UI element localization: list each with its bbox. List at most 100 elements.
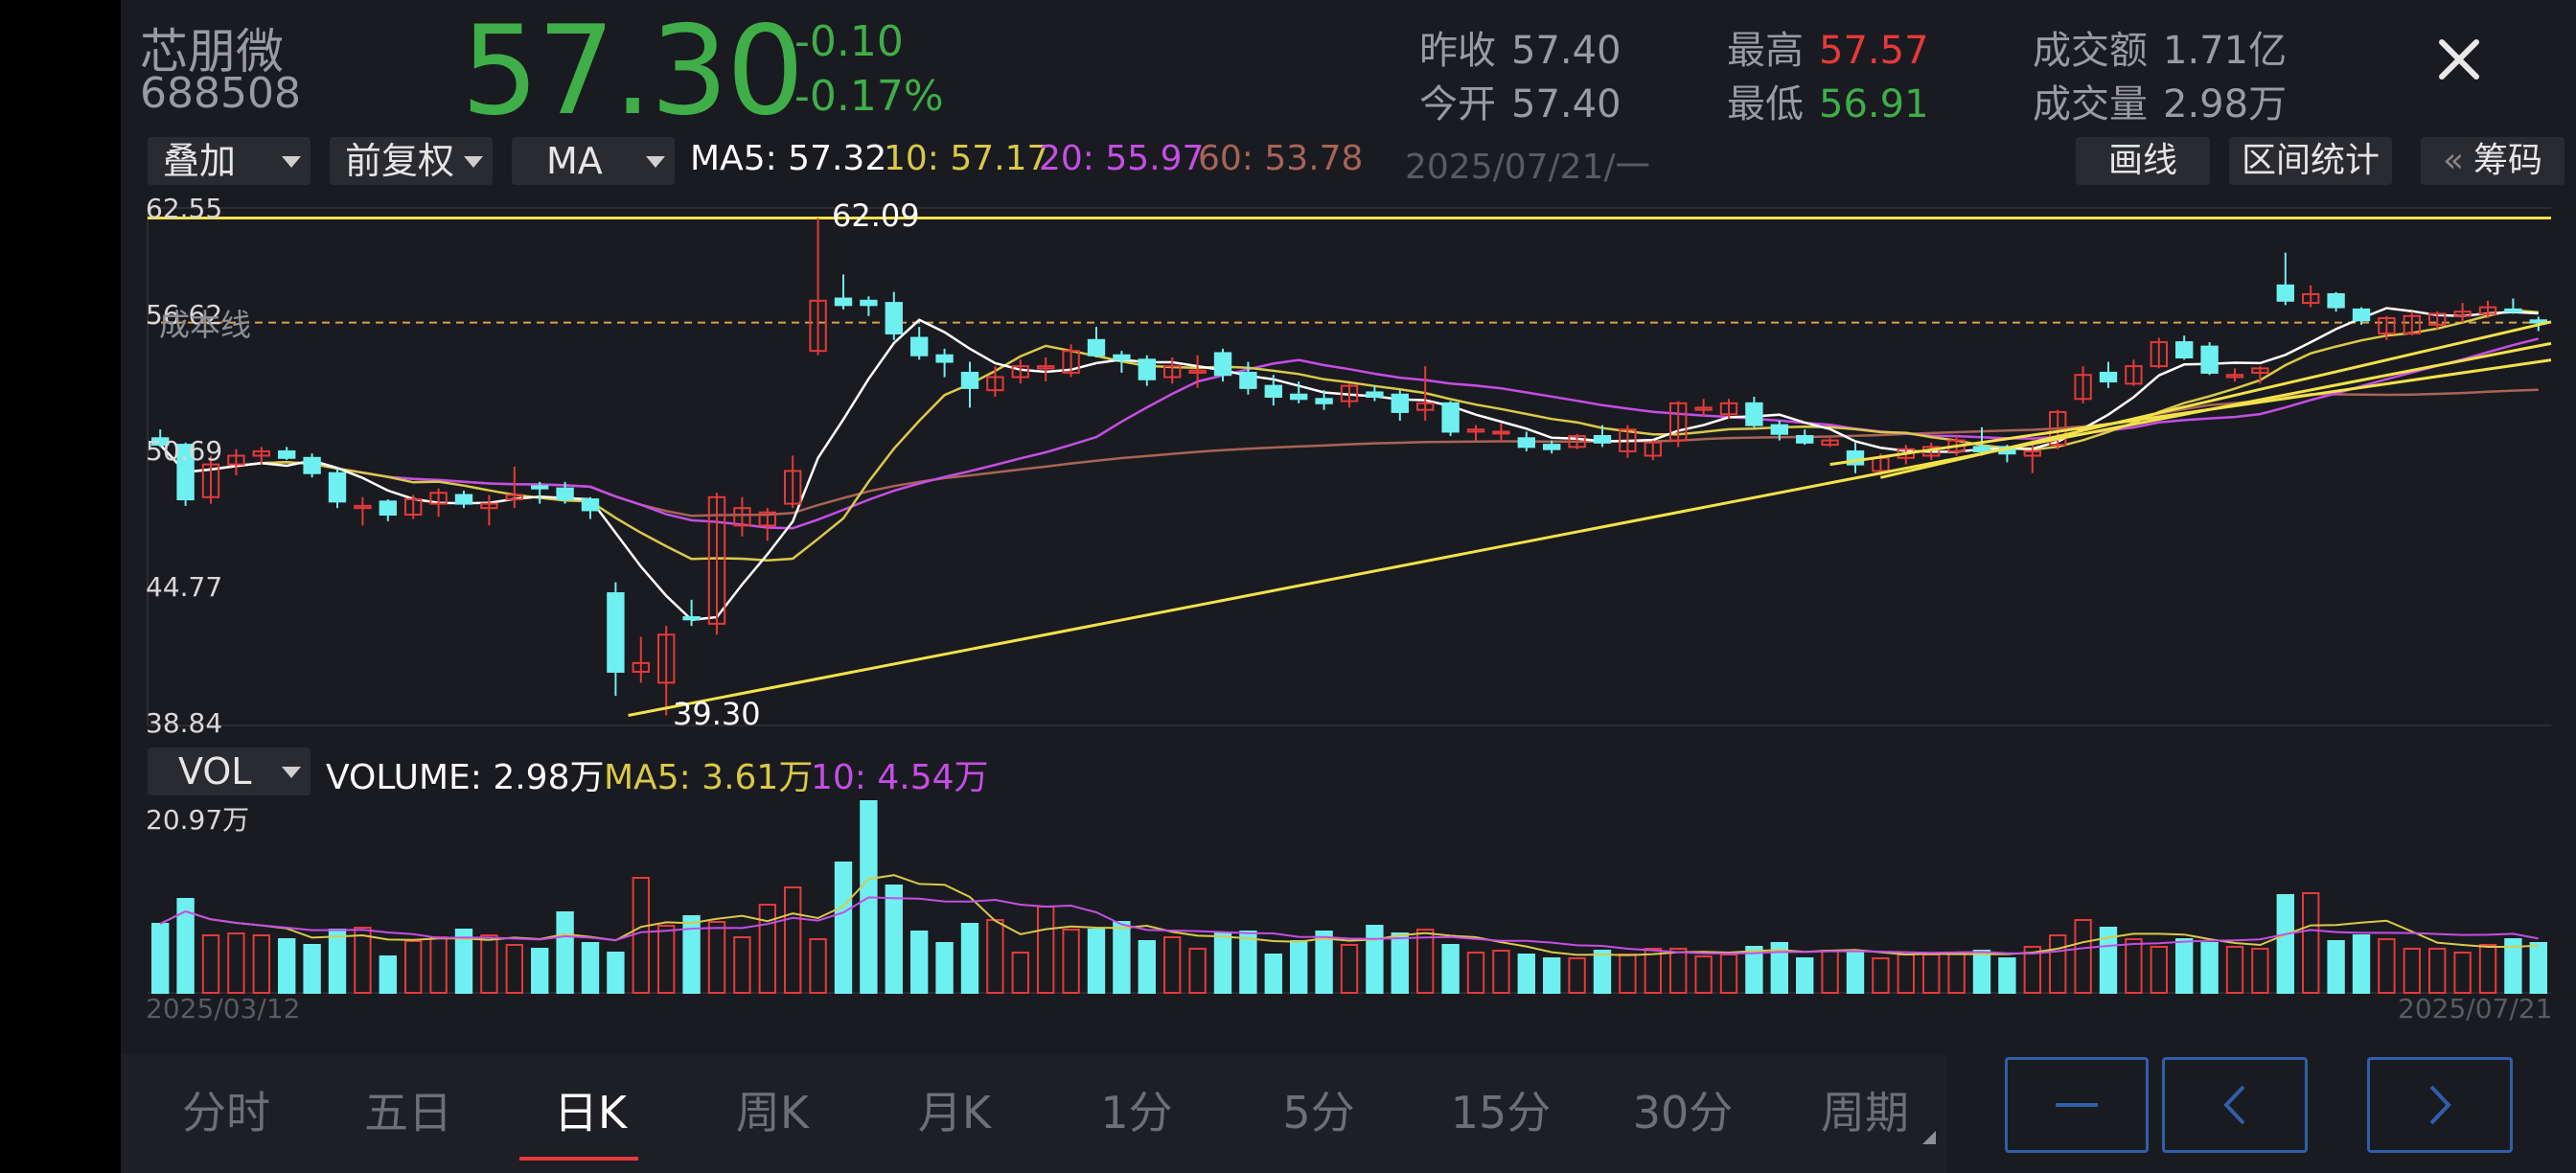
high-price-label: 62.09	[832, 197, 920, 234]
tab-1min[interactable]: 1分	[1100, 1087, 1173, 1138]
volume-bar	[1138, 940, 1156, 994]
candle-body	[1745, 402, 1763, 426]
candle-body	[531, 485, 549, 490]
stat-value: 56.91	[1819, 82, 1929, 126]
volume-bar	[1846, 950, 1865, 994]
volume-bar	[1011, 952, 1029, 994]
volume-bar	[151, 923, 170, 994]
volume-bar	[556, 911, 574, 994]
overlay-dropdown[interactable]: 叠加	[148, 137, 310, 185]
candle-body	[1138, 358, 1156, 380]
tab-30min[interactable]: 30分	[1632, 1087, 1734, 1138]
volume-bar	[1872, 957, 1890, 994]
volume-bar	[1062, 929, 1080, 994]
stat-value: 57.57	[1819, 29, 1929, 73]
candle-body	[910, 336, 929, 356]
tab-weekly-k[interactable]: 周K	[735, 1087, 810, 1138]
next-button[interactable]	[2367, 1057, 2513, 1153]
volume-indicator-dropdown[interactable]: VOL	[148, 748, 310, 795]
zoom-out-button[interactable]	[2005, 1057, 2149, 1153]
ma5-value: MA5: 57.32	[690, 139, 887, 178]
candle-body	[1188, 369, 1207, 374]
volume-bar	[2225, 946, 2244, 994]
stat-low: 最低 56.91	[1727, 73, 1929, 128]
volume-bar	[1290, 940, 1308, 994]
candle-body	[176, 444, 195, 501]
volume-bar	[2099, 927, 2118, 994]
volume-bar	[2023, 946, 2041, 994]
volume-bar	[657, 925, 676, 994]
candle-body	[935, 354, 954, 363]
candle-body	[2504, 308, 2522, 313]
volume-bar	[2200, 942, 2219, 994]
stat-label: 今开	[1419, 82, 1496, 126]
volume-bar	[404, 940, 423, 994]
candle-body	[2175, 341, 2194, 359]
stat-label: 昨收	[1419, 29, 1496, 73]
volume-bar	[1644, 948, 1662, 994]
volume-ma-lines	[159, 874, 2539, 956]
volume-bar	[986, 919, 1004, 994]
candle-body	[404, 498, 423, 516]
volume-bar	[176, 898, 195, 994]
tab-period[interactable]: 周期	[1821, 1087, 1909, 1138]
volume-ma-polyline	[159, 896, 2539, 955]
candle-body	[2125, 365, 2143, 385]
volume-bar	[1466, 952, 1485, 994]
volume-bar	[1087, 929, 1106, 994]
volume-bar	[227, 932, 245, 994]
candle-body	[2276, 284, 2294, 302]
volume-bar	[252, 934, 270, 994]
candle-body	[1796, 435, 1814, 444]
candle-body	[784, 470, 802, 505]
volume-bar	[278, 938, 296, 994]
previous-button[interactable]	[2162, 1057, 2308, 1153]
current-price: 57.30	[461, 0, 804, 143]
candle-body	[505, 494, 523, 501]
tab-intraday[interactable]: 分时	[182, 1087, 270, 1138]
candle-body	[2302, 292, 2320, 305]
candle-body	[2352, 308, 2371, 322]
volume-bar	[1441, 944, 1460, 994]
chips-button[interactable]: «筹码	[2421, 137, 2564, 185]
volume-bar	[1922, 954, 1941, 994]
candle-body	[201, 463, 220, 498]
candle-body	[986, 376, 1004, 392]
candle-body	[2453, 310, 2472, 317]
volume-bar	[531, 948, 549, 994]
candle-body	[607, 591, 625, 673]
low-price-label: 39.30	[673, 696, 761, 732]
price-grid	[147, 207, 2551, 994]
adjust-dropdown[interactable]: 前复权	[330, 137, 493, 185]
ma20-polyline	[159, 337, 2540, 530]
volume-bar	[1037, 906, 1055, 994]
volume-bar	[2478, 944, 2497, 994]
candle-body	[227, 454, 245, 466]
candle-body	[682, 616, 701, 621]
candle-body	[480, 502, 498, 510]
tab-monthly-k[interactable]: 月K	[917, 1087, 992, 1138]
volume-bar	[379, 955, 397, 994]
tab-5day[interactable]: 五日	[364, 1087, 452, 1138]
volume-bar	[303, 944, 321, 994]
range-stats-button[interactable]: 区间统计	[2229, 137, 2392, 185]
candle-body	[2403, 314, 2421, 334]
close-icon[interactable]	[2430, 31, 2488, 88]
candle-body	[1264, 384, 1282, 399]
candle-body	[1315, 398, 1333, 404]
volume-bar	[2352, 934, 2371, 994]
tab-15min[interactable]: 15分	[1450, 1087, 1552, 1138]
candle-body	[2428, 312, 2447, 326]
kline-chart[interactable]	[121, 0, 2576, 1173]
candle-body	[1517, 437, 1535, 448]
indicator-dropdown[interactable]: MA	[512, 137, 675, 185]
volume-bar	[2074, 919, 2092, 994]
candle-body	[1466, 428, 1485, 433]
chevron-down-icon	[282, 156, 301, 168]
tab-5min[interactable]: 5分	[1282, 1087, 1355, 1138]
draw-line-button[interactable]: 画线	[2076, 137, 2210, 185]
candle-body	[860, 299, 878, 307]
volume-bar	[2529, 942, 2547, 994]
stat-value: 57.40	[1511, 82, 1622, 126]
tab-daily-k[interactable]: 日K	[553, 1087, 628, 1138]
